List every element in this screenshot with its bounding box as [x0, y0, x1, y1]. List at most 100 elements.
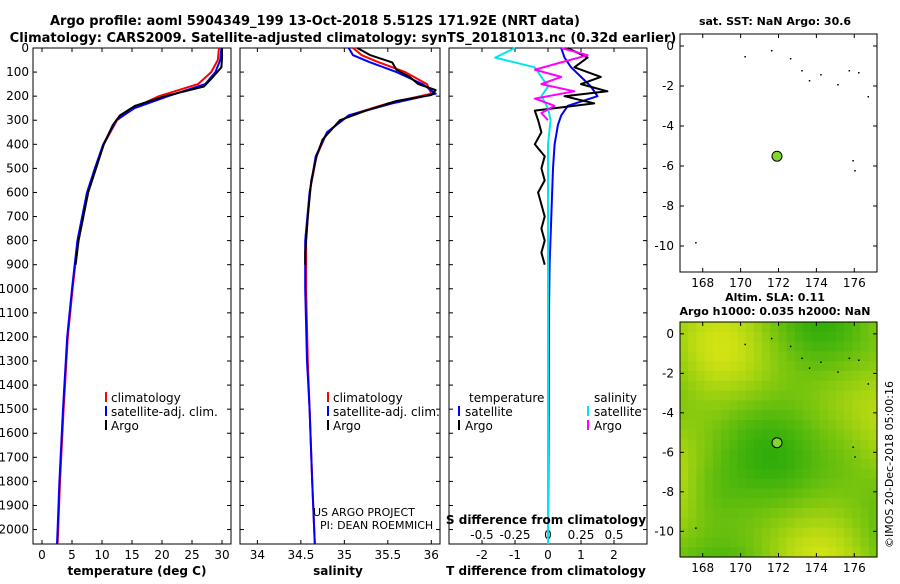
sla-cell: [835, 341, 845, 352]
sla-cell: [753, 370, 763, 382]
sla-cell: [778, 390, 788, 401]
sla-cell: [721, 478, 730, 490]
sla-cell: [688, 478, 698, 490]
sla-cell: [786, 410, 796, 421]
sla-cell: [745, 400, 755, 411]
sla-cell: [852, 498, 862, 509]
x-tick-label: -1: [509, 548, 521, 562]
sla-cell: [835, 439, 845, 450]
sla-cell: [721, 322, 730, 333]
y-tick-label: 1700: [0, 450, 29, 464]
y-tick-label: 1500: [0, 402, 29, 416]
sla-cell: [778, 429, 788, 441]
y-tick-label: 1600: [0, 426, 29, 440]
sla-cell: [680, 341, 689, 352]
sla-cell: [852, 478, 862, 490]
sla-cell: [803, 331, 812, 343]
sla-cell: [827, 537, 837, 548]
sla-cell: [786, 331, 796, 343]
sla-cell: [729, 449, 739, 460]
sla-cell: [770, 361, 780, 372]
sla-cell: [704, 439, 714, 450]
sla-cell: [696, 351, 706, 362]
sla-cell: [721, 488, 730, 499]
sla-cell: [778, 459, 788, 470]
sla-cell: [737, 478, 747, 490]
sla-cell: [844, 341, 853, 352]
sla-cell: [835, 390, 845, 401]
sla-cell: [835, 488, 845, 499]
sla-cell: [762, 429, 771, 441]
sla-cell: [835, 547, 845, 558]
sla-cell: [868, 361, 878, 372]
sla-cell: [712, 361, 722, 372]
sla-map-subtitle: Argo h1000: 0.035 h2000: NaN: [679, 305, 870, 318]
map-x-tick-label: 168: [691, 276, 714, 290]
y-tick-label: 1800: [0, 474, 29, 488]
sla-cell: [762, 468, 771, 480]
sla-cell: [868, 468, 878, 480]
sla-cell: [811, 508, 821, 519]
sla-cell: [803, 439, 812, 450]
sla-cell: [753, 498, 763, 509]
sla-cell: [721, 468, 730, 480]
sla-cell: [753, 341, 763, 352]
sla-cell: [827, 449, 837, 460]
sla-cell: [803, 429, 812, 441]
sla-cell: [737, 527, 747, 539]
sla-cell: [794, 498, 804, 509]
sla-cell: [827, 527, 837, 539]
sla-cell: [794, 370, 804, 382]
sla-cell: [704, 419, 714, 431]
x-tick-label: 2: [610, 548, 618, 562]
sla-cell: [770, 370, 780, 382]
sla-cell: [762, 439, 771, 450]
sla-cell: [811, 488, 821, 499]
legend-label: satellite-adj. clim.: [111, 405, 218, 419]
sla-cell: [786, 547, 796, 558]
sla-cell: [852, 468, 862, 480]
sla-cell: [803, 498, 812, 509]
sla-cell: [712, 370, 722, 382]
s-tick-label: -0.5: [470, 528, 493, 542]
sla-cell: [721, 361, 730, 372]
series-line-argo: [304, 47, 437, 265]
sla-cell: [704, 547, 714, 558]
sla-cell: [696, 459, 706, 470]
sla-cell: [827, 361, 837, 372]
sla-cell: [712, 449, 722, 460]
sla-cell: [696, 361, 706, 372]
sla-cell: [745, 380, 755, 392]
sla-cell: [688, 370, 698, 382]
sla-cell: [852, 341, 862, 352]
sla-cell: [786, 361, 796, 372]
sla-cell: [680, 322, 689, 333]
sla-cell: [860, 322, 870, 333]
sla-cell: [737, 370, 747, 382]
sla-cell: [762, 380, 771, 392]
sla-cell: [860, 468, 870, 480]
sla-cell: [827, 351, 837, 362]
sla-cell: [770, 517, 780, 529]
x-tick-label: 15: [124, 548, 139, 562]
sla-cell: [762, 410, 771, 421]
sla-cell: [835, 537, 845, 548]
map-y-tick-label: -8: [662, 485, 674, 499]
sla-cell: [852, 547, 862, 558]
sla-cell: [696, 439, 706, 450]
x-tick-label: 10: [94, 548, 109, 562]
sla-cell: [688, 322, 698, 333]
sla-cell: [811, 370, 821, 382]
sla-cell: [860, 331, 870, 343]
sla-cell: [712, 498, 722, 509]
sla-cell: [778, 400, 788, 411]
sla-cell: [770, 351, 780, 362]
sla-cell: [811, 400, 821, 411]
sla-cell: [778, 341, 788, 352]
sla-cell: [844, 351, 853, 362]
sla-cell: [704, 351, 714, 362]
title-line2: Climatology: CARS2009. Satellite-adjuste…: [10, 31, 677, 46]
sla-cell: [835, 400, 845, 411]
sla-cell: [803, 380, 812, 392]
sla-cell: [745, 322, 755, 333]
